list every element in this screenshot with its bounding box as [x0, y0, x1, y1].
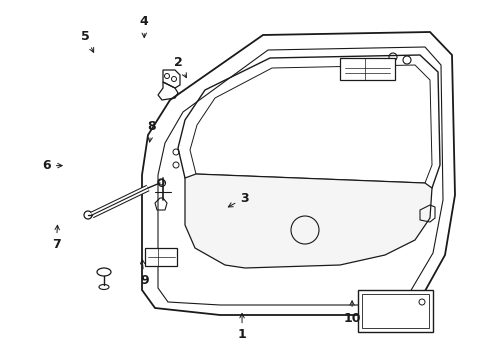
Text: 1: 1	[237, 314, 246, 341]
Bar	[361, 294, 428, 328]
Text: 6: 6	[42, 159, 62, 172]
Bar	[145, 248, 177, 266]
Text: 8: 8	[147, 120, 156, 142]
Text: 4: 4	[140, 15, 148, 37]
Text: 9: 9	[140, 260, 148, 287]
Bar	[357, 290, 432, 332]
Text: 5: 5	[81, 30, 94, 52]
Bar	[339, 58, 394, 80]
Text: 3: 3	[228, 192, 248, 207]
Text: 10: 10	[343, 301, 360, 325]
Text: 7: 7	[52, 225, 61, 251]
Polygon shape	[184, 174, 431, 268]
Text: 2: 2	[174, 57, 186, 78]
